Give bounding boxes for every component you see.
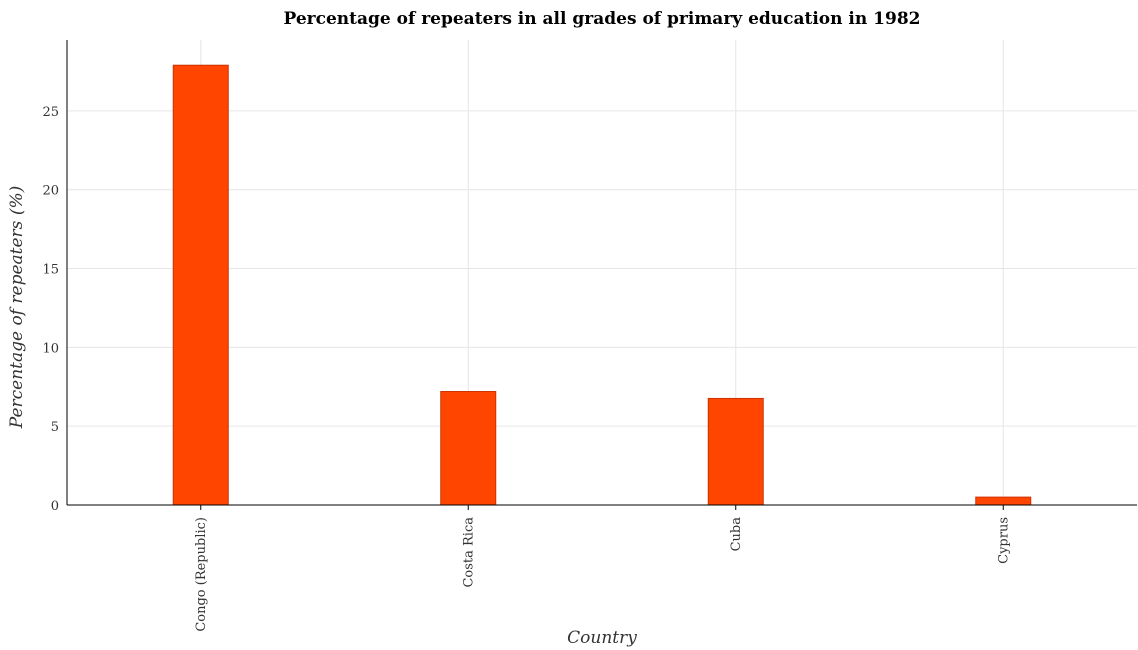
chart-title: Percentage of repeaters in all grades of… (284, 9, 921, 29)
bar (172, 64, 229, 506)
axes (66, 40, 1137, 510)
y-tick-label: 10 (42, 341, 59, 356)
bar (975, 496, 1032, 506)
x-tick-label: Costa Rica (461, 517, 476, 588)
y-tick-label: 0 (51, 499, 59, 514)
bar (707, 397, 764, 506)
y-tick-label: 20 (42, 184, 59, 199)
y-tick-label: 15 (42, 263, 59, 278)
x-tick-label: Cyprus (996, 517, 1011, 564)
y-tick-label: 25 (42, 105, 59, 120)
y-axis-label: Percentage of repeaters (%) (7, 186, 27, 429)
bar (440, 391, 497, 506)
x-tick-label: Congo (Republic) (194, 517, 209, 632)
y-tick-label: 5 (51, 420, 59, 435)
bars (172, 64, 1032, 506)
grid (67, 40, 1137, 506)
tick-labels: 0 5 10 15 20 25 Congo (Republic) Costa Rica Cuba… (42, 105, 1011, 632)
x-axis-label: Country (567, 628, 637, 648)
x-tick-label: Cuba (729, 517, 744, 552)
